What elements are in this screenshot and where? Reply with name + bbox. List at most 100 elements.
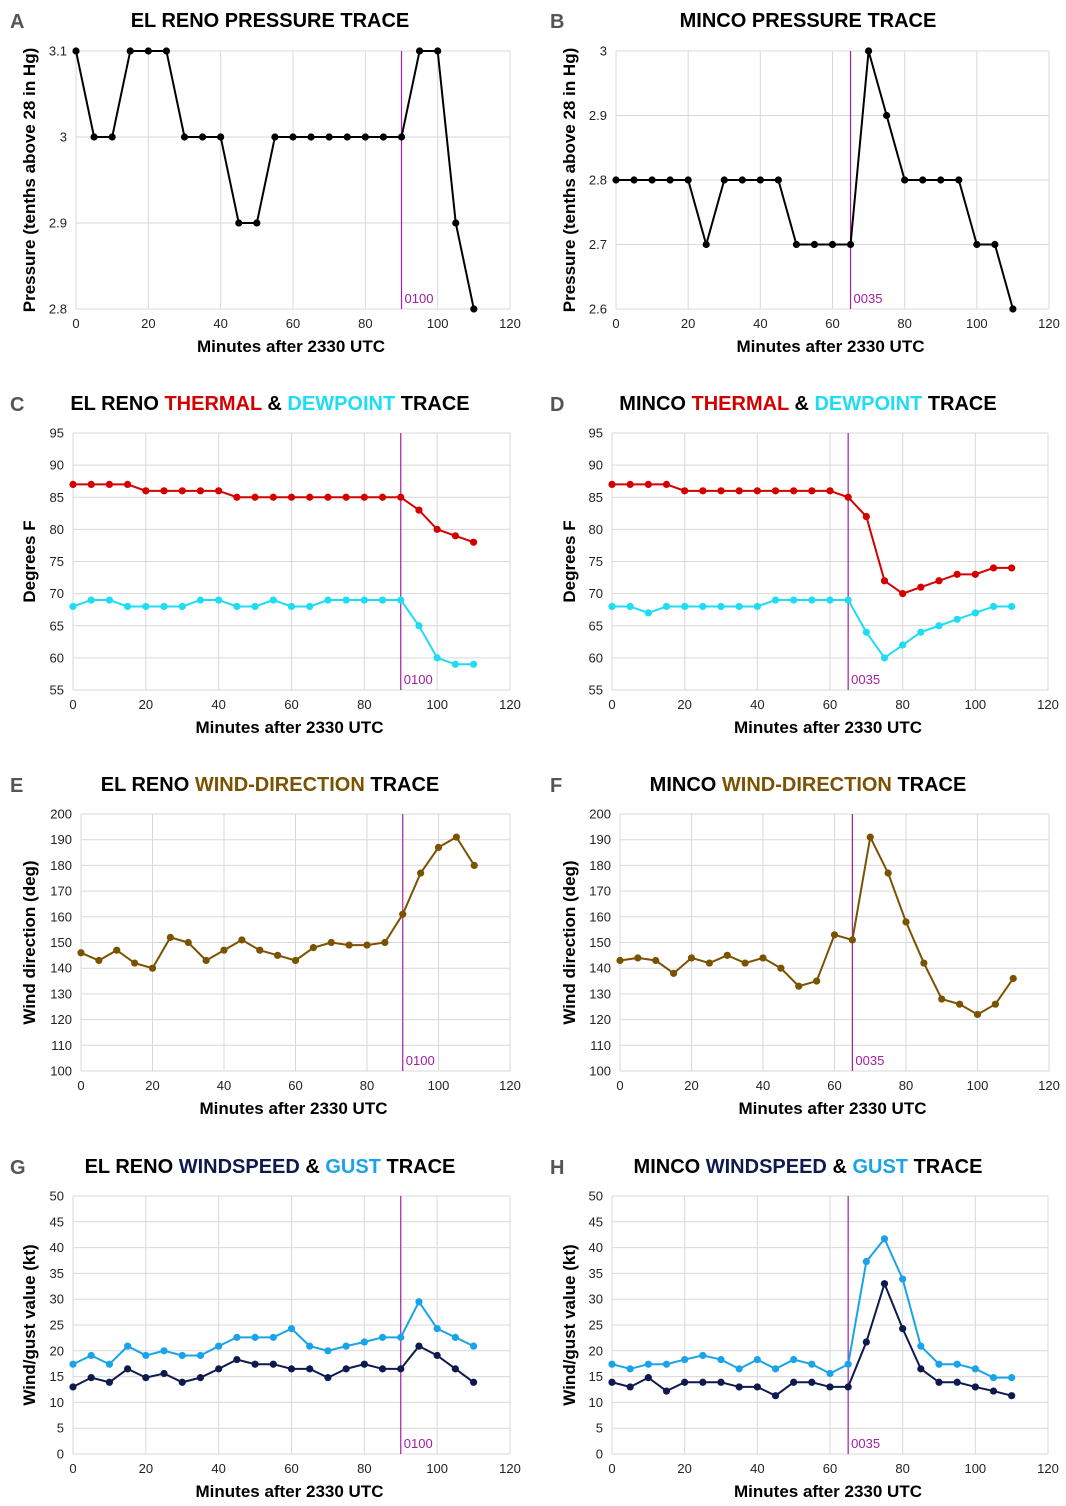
data-point xyxy=(452,833,460,841)
x-tick-label: 40 xyxy=(750,1461,764,1476)
data-point xyxy=(378,493,387,501)
chart-panel-a: A EL RENO PRESSURE TRACE 0 20 40 60 80 100 120 2.… xyxy=(10,10,521,356)
data-point xyxy=(196,1351,205,1360)
data-point xyxy=(469,1342,478,1350)
y-tick-label: 90 xyxy=(589,458,603,473)
data-point xyxy=(756,176,764,184)
y-axis-label: Pressure (tenths above 28 in Hg) xyxy=(20,48,39,313)
data-point xyxy=(884,869,892,877)
series-0 xyxy=(608,1235,1016,1382)
data-point xyxy=(844,493,852,501)
data-point xyxy=(612,176,620,184)
data-point xyxy=(644,609,652,617)
data-point xyxy=(361,133,369,141)
y-axis-label: Pressure (tenths above 28 in Hg) xyxy=(560,48,579,313)
data-point xyxy=(899,1325,907,1333)
data-point xyxy=(738,176,746,184)
data-point xyxy=(626,1365,634,1373)
data-point xyxy=(1008,564,1016,572)
data-point xyxy=(880,1235,889,1243)
chart-title-segment: WIND-DIRECTION xyxy=(195,774,371,796)
data-point xyxy=(325,133,333,141)
series-line xyxy=(612,483,1012,595)
series-1 xyxy=(69,1342,478,1391)
event-marker-label: 0035 xyxy=(851,672,880,687)
data-point xyxy=(670,969,678,977)
gridlines xyxy=(80,813,511,1072)
data-point xyxy=(662,480,671,488)
x-tick-label: 80 xyxy=(899,1078,913,1093)
data-point xyxy=(105,480,114,488)
x-tick-label: 20 xyxy=(677,1461,691,1476)
data-point xyxy=(160,1369,168,1378)
data-point xyxy=(681,487,689,495)
data-point xyxy=(381,938,389,947)
y-tick-label: 45 xyxy=(589,1214,603,1229)
y-tick-label: 85 xyxy=(589,490,603,505)
data-point xyxy=(735,1383,743,1391)
data-point xyxy=(753,487,761,495)
panel-letter: A xyxy=(10,11,24,33)
x-tick-label: 40 xyxy=(211,1461,225,1476)
x-axis-label: Minutes after 2330 UTC xyxy=(197,337,385,356)
chart-panel-d: D MINCO THERMAL & DEWPOINT TRACE 0 20 40 60 80… xyxy=(550,393,1059,737)
series-1 xyxy=(608,596,1016,662)
y-tick-label: 170 xyxy=(50,884,72,899)
chart-title-segment: EL RENO xyxy=(85,1156,179,1178)
data-point xyxy=(687,954,696,962)
data-point xyxy=(971,609,979,617)
data-point xyxy=(202,956,210,965)
y-tick-label: 40 xyxy=(50,1240,64,1255)
x-tick-label: 60 xyxy=(284,697,298,712)
y-tick-label: 180 xyxy=(50,858,72,873)
data-point xyxy=(1009,974,1017,983)
x-tick-label: 80 xyxy=(897,316,911,331)
x-tick-label: 20 xyxy=(681,316,695,331)
data-point xyxy=(324,493,332,501)
series-line xyxy=(611,1236,1012,1379)
data-point xyxy=(899,1275,907,1283)
data-point xyxy=(124,480,132,488)
x-axis-label: Minutes after 2330 UTC xyxy=(737,337,925,356)
y-tick-label: 0 xyxy=(57,1447,64,1462)
data-point xyxy=(397,1365,405,1373)
x-tick-label: 0 xyxy=(608,1461,615,1476)
x-tick-label: 0 xyxy=(77,1078,84,1093)
data-point xyxy=(469,660,478,668)
data-point xyxy=(989,1387,998,1395)
data-point xyxy=(184,938,192,947)
data-point xyxy=(662,602,671,611)
data-point xyxy=(634,954,642,962)
data-point xyxy=(162,47,171,55)
data-point xyxy=(720,176,728,184)
data-point xyxy=(124,1342,132,1350)
data-point xyxy=(108,133,116,141)
x-axis-label: Minutes after 2330 UTC xyxy=(734,718,922,737)
data-point xyxy=(1008,1392,1016,1400)
data-point xyxy=(826,1383,834,1391)
data-point xyxy=(324,596,332,604)
gridlines xyxy=(75,50,511,310)
data-point xyxy=(771,1365,780,1373)
data-point xyxy=(251,602,259,611)
y-axis-label: Wind/gust value (kt) xyxy=(560,1244,579,1405)
data-point xyxy=(777,964,785,972)
y-tick-label: 3 xyxy=(60,130,67,145)
series-line xyxy=(75,50,475,310)
x-tick-label: 20 xyxy=(139,697,153,712)
data-point xyxy=(343,133,351,141)
y-tick-label: 10 xyxy=(50,1395,64,1410)
data-point xyxy=(880,1280,889,1288)
chart-title-segment: MINCO PRESSURE TRACE xyxy=(680,10,937,32)
data-point xyxy=(87,1374,95,1382)
x-tick-label: 20 xyxy=(684,1078,698,1093)
data-point xyxy=(142,602,150,611)
data-point xyxy=(378,1333,387,1341)
data-point xyxy=(433,525,441,533)
data-point xyxy=(735,487,743,495)
data-point xyxy=(699,487,707,495)
data-point xyxy=(415,47,424,55)
y-tick-label: 200 xyxy=(589,807,611,822)
data-point xyxy=(866,833,874,841)
y-tick-label: 170 xyxy=(589,884,611,899)
